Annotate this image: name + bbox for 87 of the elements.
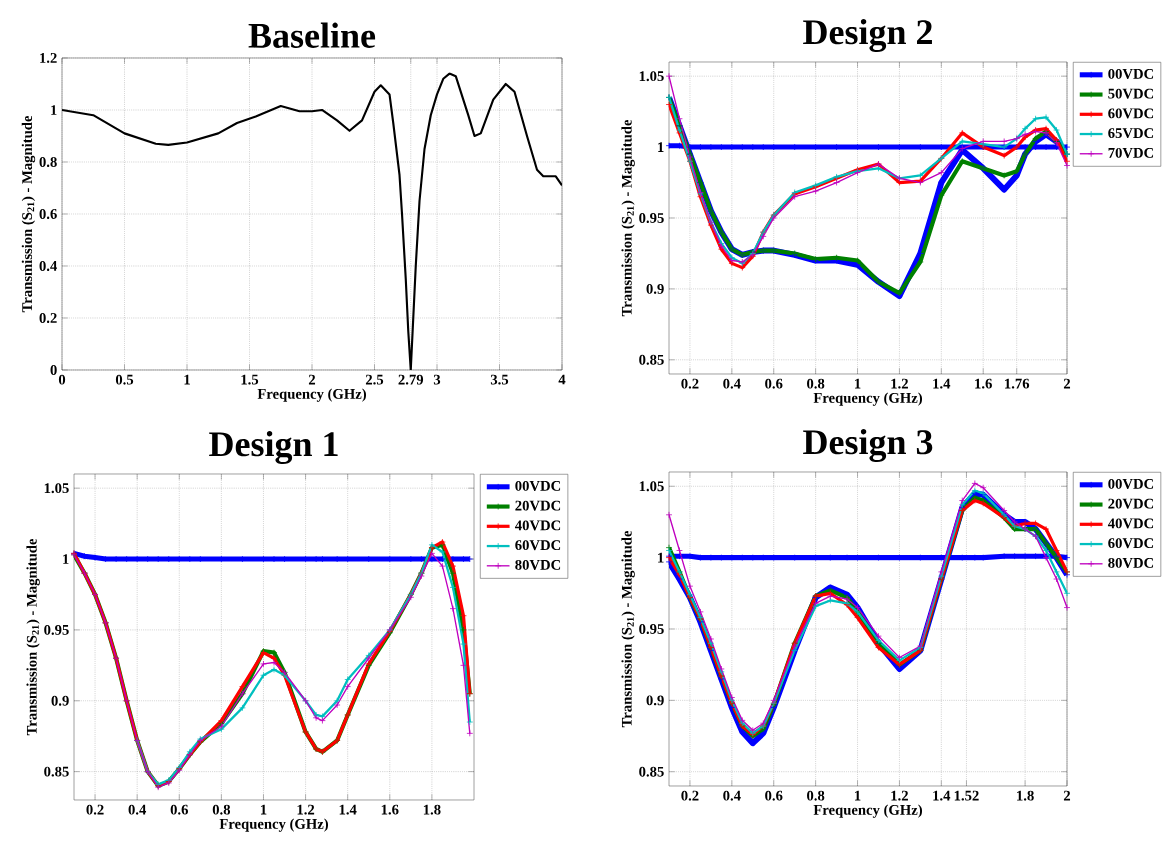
x-tick-label: 2 [1063, 790, 1071, 801]
x-tick-label: 1.8 [423, 804, 441, 815]
x-tick-label: 0.2 [681, 378, 699, 389]
legend-label: 20VDC [1108, 498, 1154, 509]
y-axis-title: Transmission (S$_{21}$) - Magnitude [621, 119, 635, 317]
y-tick-label: 1 [63, 554, 69, 564]
x-tick-label: 1.4 [933, 378, 951, 389]
y-tick-label: 0.9 [646, 283, 664, 294]
y-tick-label: 1 [658, 142, 664, 152]
x-axis-title: Frequency (GHz) [813, 392, 923, 406]
y-tick-label: 0.4 [39, 261, 58, 271]
legend-label: 40VDC [1107, 518, 1154, 529]
x-axis-title: Frequency (GHz) [219, 818, 329, 832]
x-tick-label: 0.4 [723, 790, 741, 801]
x-tick-label: 0.4 [128, 804, 147, 815]
x-tick-label: 1.6 [975, 378, 992, 389]
x-tick-label: 0.2 [681, 790, 699, 801]
y-tick-label: 0.85 [639, 354, 664, 365]
x-tick-label: 0.5 [115, 374, 134, 385]
x-tick-label: 1.2 [891, 378, 908, 389]
x-tick-label: 1.2 [297, 804, 315, 815]
y-tick-label: 1 [51, 105, 57, 115]
y-axis-title: Transmission (S$_{21}$) - Magnitude [621, 530, 635, 728]
x-tick-label: 0.4 [723, 378, 741, 389]
x-tick-label: 2 [1063, 378, 1071, 389]
x-tick-label: 1.6 [381, 804, 399, 815]
y-tick-label: 0.85 [639, 766, 664, 777]
chart-title: Design 1 [209, 431, 338, 464]
x-tick-label: 0.8 [807, 790, 825, 801]
x-tick-label: 3 [433, 374, 441, 385]
y-tick-label: 1.05 [639, 481, 664, 492]
legend-label: 70VDC [1108, 147, 1154, 158]
legend-label: 00VDC [1108, 478, 1154, 489]
legend-label: 00VDC [1108, 68, 1154, 79]
y-tick-label: 0.95 [639, 624, 664, 634]
x-tick-label: 3.5 [490, 374, 509, 385]
x-tick-label: 2 [308, 374, 316, 385]
x-tick-label: 1.8 [1017, 790, 1034, 801]
x-tick-label: 0.6 [170, 804, 188, 815]
y-tick-label: 0.8 [39, 157, 57, 167]
legend-label: 00VDC [515, 480, 561, 491]
legend-label: 80VDC [515, 559, 561, 570]
y-tick-label: 0.95 [639, 213, 664, 223]
y-tick-label: 0.9 [51, 695, 69, 706]
x-tick-label: 1.5 [241, 374, 259, 385]
legend-label: 60VDC [1108, 538, 1154, 549]
legend-label: 50VDC [1108, 88, 1154, 99]
x-axis-title: Frequency (GHz) [257, 388, 367, 402]
x-tick-label: 0.6 [765, 790, 783, 801]
x-tick-label: 1 [184, 374, 190, 385]
y-tick-label: 0 [50, 365, 57, 375]
x-tick-label: 1.52 [954, 790, 979, 801]
y-axis-title: Transmission (S$_{21}$) - Magnitude [21, 115, 36, 313]
y-tick-label: 0.9 [646, 695, 664, 706]
x-tick-label: 0.8 [807, 378, 825, 389]
y-tick-label: 0.85 [44, 766, 69, 777]
x-tick-label: 1.4 [339, 804, 357, 815]
chart-title: Baseline [248, 22, 376, 48]
y-tick-label: 0.95 [44, 624, 69, 635]
x-tick-label: 1.2 [891, 790, 908, 801]
x-tick-label: 0.8 [212, 804, 231, 815]
legend-label: 60VDC [515, 540, 561, 551]
chart-title: Design 2 [803, 19, 932, 52]
y-tick-label: 0.2 [39, 313, 57, 323]
y-tick-label: 1 [658, 552, 664, 563]
x-tick-label: 4 [558, 374, 566, 385]
x-tick-label: 1.4 [933, 790, 951, 801]
x-tick-label: 1 [855, 378, 861, 389]
legend-label: 60VDC [1108, 108, 1154, 119]
x-tick-label: 0.6 [765, 378, 783, 389]
legend-label: 65VDC [1108, 128, 1154, 139]
x-tick-label: 2.79 [398, 374, 424, 385]
x-tick-label: 1.76 [1005, 378, 1030, 389]
x-tick-label: 0.2 [86, 804, 104, 815]
y-tick-label: 1.05 [639, 71, 664, 82]
y-tick-label: 1.05 [44, 483, 69, 494]
y-axis-title: Transmission (S$_{21}$) - Magnitude [26, 538, 40, 736]
x-tick-label: 2.5 [365, 374, 384, 385]
y-tick-label: 0.6 [39, 209, 57, 219]
legend-label: 80VDC [1108, 557, 1154, 568]
x-tick-label: 1 [855, 790, 861, 801]
legend-label: 20VDC [515, 500, 561, 511]
y-tick-label: 1.2 [40, 53, 57, 63]
legend-label: 40VDC [514, 520, 561, 531]
x-tick-label: 1 [260, 804, 267, 815]
chart-title: Design 3 [803, 429, 933, 462]
x-axis-title: Frequency (GHz) [813, 804, 923, 818]
